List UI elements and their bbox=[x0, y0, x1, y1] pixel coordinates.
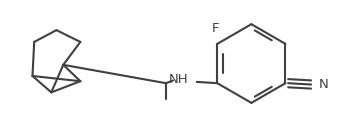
Text: N: N bbox=[319, 78, 328, 91]
Text: F: F bbox=[212, 22, 219, 35]
Text: NH: NH bbox=[169, 73, 188, 86]
